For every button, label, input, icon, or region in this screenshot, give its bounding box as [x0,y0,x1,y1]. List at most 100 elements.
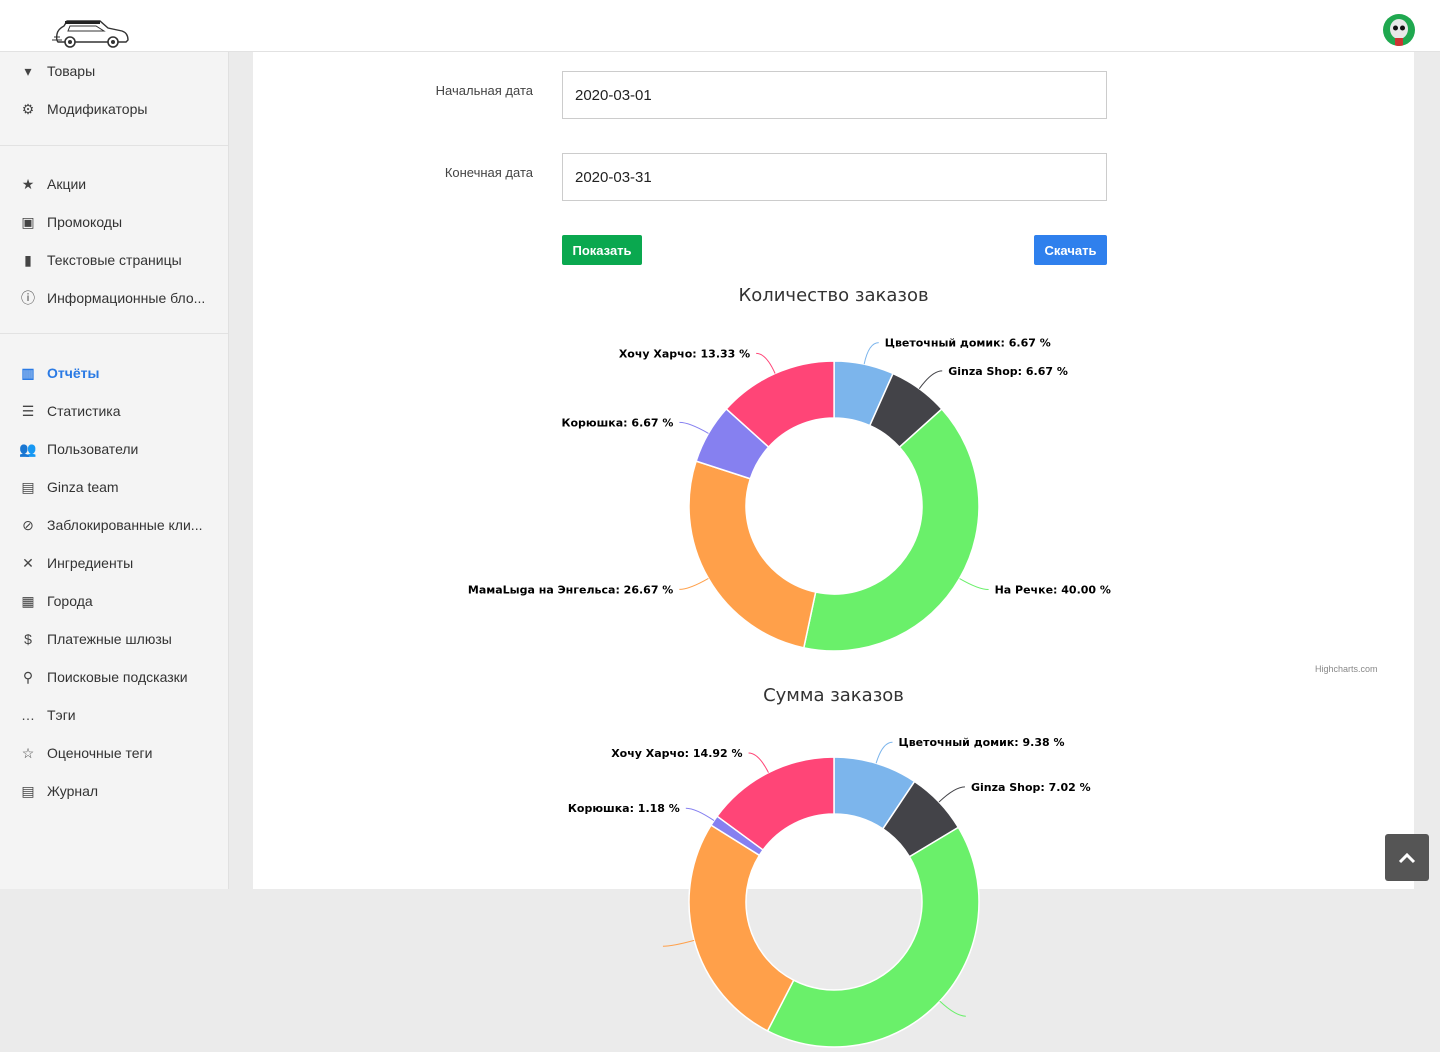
pie-slice[interactable] [802,407,980,652]
list-icon: ☰ [21,402,35,419]
file-icon: ▮ [24,251,32,268]
start-date-input[interactable] [562,71,1107,119]
sidebar-item-label: Акции [47,176,87,192]
data-label: На Речке: 40.00 % [995,584,1111,597]
sidebar-item-7[interactable]: ☰ Статистика [0,392,228,430]
tag-icon: … [21,707,35,723]
data-label: Цветочный домик: 9.38 % [899,736,1065,749]
data-label: Ginza Shop: 7.02 % [971,781,1091,794]
sidebar-item-13[interactable]: $ Платежные шлюзы [0,620,228,658]
sidebar-item-12[interactable]: ▦ Города [0,582,228,620]
users-icon: 👥 [19,440,37,457]
sidebar-item-2[interactable]: ★ Акции [0,165,228,203]
sidebar-item-label: Пользователи [47,441,139,457]
scroll-to-top-button[interactable] [1385,834,1429,881]
pie-slice[interactable] [716,756,835,851]
sidebar-item-0[interactable]: ▾ Товары [0,52,228,90]
highcharts-credits[interactable]: Highcharts.com [1315,664,1378,674]
chart-icon: ▥ [21,364,35,381]
sidebar-item-label: Модификаторы [47,101,148,117]
sidebar-item-17[interactable]: ▤ Журнал [0,772,228,810]
sidebar-item-3[interactable]: ▣ Промокоды [0,203,228,241]
sidebar-item-label: Ингредиенты [47,555,134,571]
star-outline-icon: ☆ [21,744,35,761]
sidebar-item-label: Ginza team [47,479,119,495]
sidebar-item-8[interactable]: 👥 Пользователи [0,430,228,468]
show-button[interactable]: Показать [562,235,642,265]
cup-icon: ▾ [24,62,32,79]
connector-line [939,1000,966,1017]
user-avatar[interactable] [1383,14,1415,46]
start-date-label: Начальная дата [435,83,533,98]
sidebar-item-5[interactable]: ⓘ Информационные бло... [0,279,228,317]
sidebar-item-label: Промокоды [47,214,123,230]
connector-line [959,578,989,591]
data-label: Корюшка: 1.18 % [568,802,680,815]
data-label: Корюшка: 6.67 % [562,416,674,429]
data-label: МамаLыga на Энгельса: 26.67 % [468,583,673,596]
sidebar-item-4[interactable]: ▮ Текстовые страницы [0,241,228,279]
sidebar-item-6[interactable]: ▥ Отчёты [0,354,228,392]
connector-line [863,342,879,365]
data-label: Хочу Харчо: 14.92 % [611,747,742,760]
pie-slice[interactable] [688,824,795,1032]
sidebar-item-1[interactable]: ⚙ Модификаторы [0,90,228,128]
sidebar-item-10[interactable]: ⊘ Заблокированные кли... [0,506,228,544]
connector-line [679,578,709,590]
end-date-label: Конечная дата [444,165,533,180]
sidebar-item-label: Заблокированные кли... [47,517,203,533]
sidebar: ▾ Товары ⚙ Модификаторы ★ Акции ▣ Промокоды ▮ Тек… [0,52,229,889]
info-icon: ⓘ [21,290,35,306]
connector-line [685,807,715,821]
sidebar-item-label: Текстовые страницы [47,252,182,268]
sidebar-item-label: Отчёты [47,365,100,381]
end-date-input[interactable] [562,153,1107,201]
block-icon: ⊘ [22,516,34,533]
connector-line [748,752,769,773]
data-label: Цветочный домик: 6.67 % [885,337,1051,350]
star-icon: ★ [21,175,35,192]
chevron-up-icon [1398,852,1416,863]
document-icon: ▤ [21,782,35,799]
sidebar-divider [0,145,228,146]
orders-count-chart-title: Количество заказов [738,285,929,306]
sidebar-item-15[interactable]: … Тэги [0,696,228,734]
sidebar-item-label: Платежные шлюзы [47,631,172,647]
sidebar-item-label: Города [47,593,93,609]
orders-sum-chart-title: Сумма заказов [763,685,904,706]
utensils-icon: ✕ [22,554,34,571]
sidebar-item-label: Журнал [47,783,99,799]
pie-charts: Цветочный домик: 6.67 % Ginza Shop: 6.67 … [468,337,1111,1048]
sidebar-item-label: Информационные бло... [47,290,206,306]
connector-line [756,352,776,374]
sidebar-item-11[interactable]: ✕ Ингредиенты [0,544,228,582]
sidebar-item-14[interactable]: ⚲ Поисковые подсказки [0,658,228,696]
search-icon: ⚲ [22,668,34,685]
sidebar-divider [0,333,228,334]
pie-slice[interactable] [766,826,980,1048]
city-icon: ▦ [21,592,35,609]
sidebar-item-label: Оценочные теги [47,745,153,761]
connector-line [938,786,965,803]
sidebar-item-9[interactable]: ▤ Ginza team [0,468,228,506]
connector-line [918,370,943,390]
gear-icon: ⚙ [21,100,35,117]
sidebar-item-16[interactable]: ☆ Оценочные теги [0,734,228,772]
ticket-icon: ▣ [21,213,35,230]
data-label: Хочу Харчо: 13.33 % [619,347,750,360]
sidebar-item-label: Тэги [47,707,76,723]
sidebar-item-label: Статистика [47,403,121,419]
pie-slice[interactable] [725,360,835,449]
pie-slice[interactable] [688,460,817,649]
connector-line [679,421,709,434]
car-logo-icon[interactable] [50,16,130,48]
report-panel: Начальная дата Конечная дата Показать Ск… [253,52,1414,1048]
connector-line [662,939,695,947]
sidebar-item-label: Товары [47,63,96,79]
connector-line [875,741,893,764]
badge-icon: ▤ [21,478,35,495]
money-icon: $ [24,631,32,647]
download-button[interactable]: Скачать [1034,235,1107,265]
sidebar-item-label: Поисковые подсказки [47,669,188,685]
data-label: Ginza Shop: 6.67 % [948,365,1068,378]
